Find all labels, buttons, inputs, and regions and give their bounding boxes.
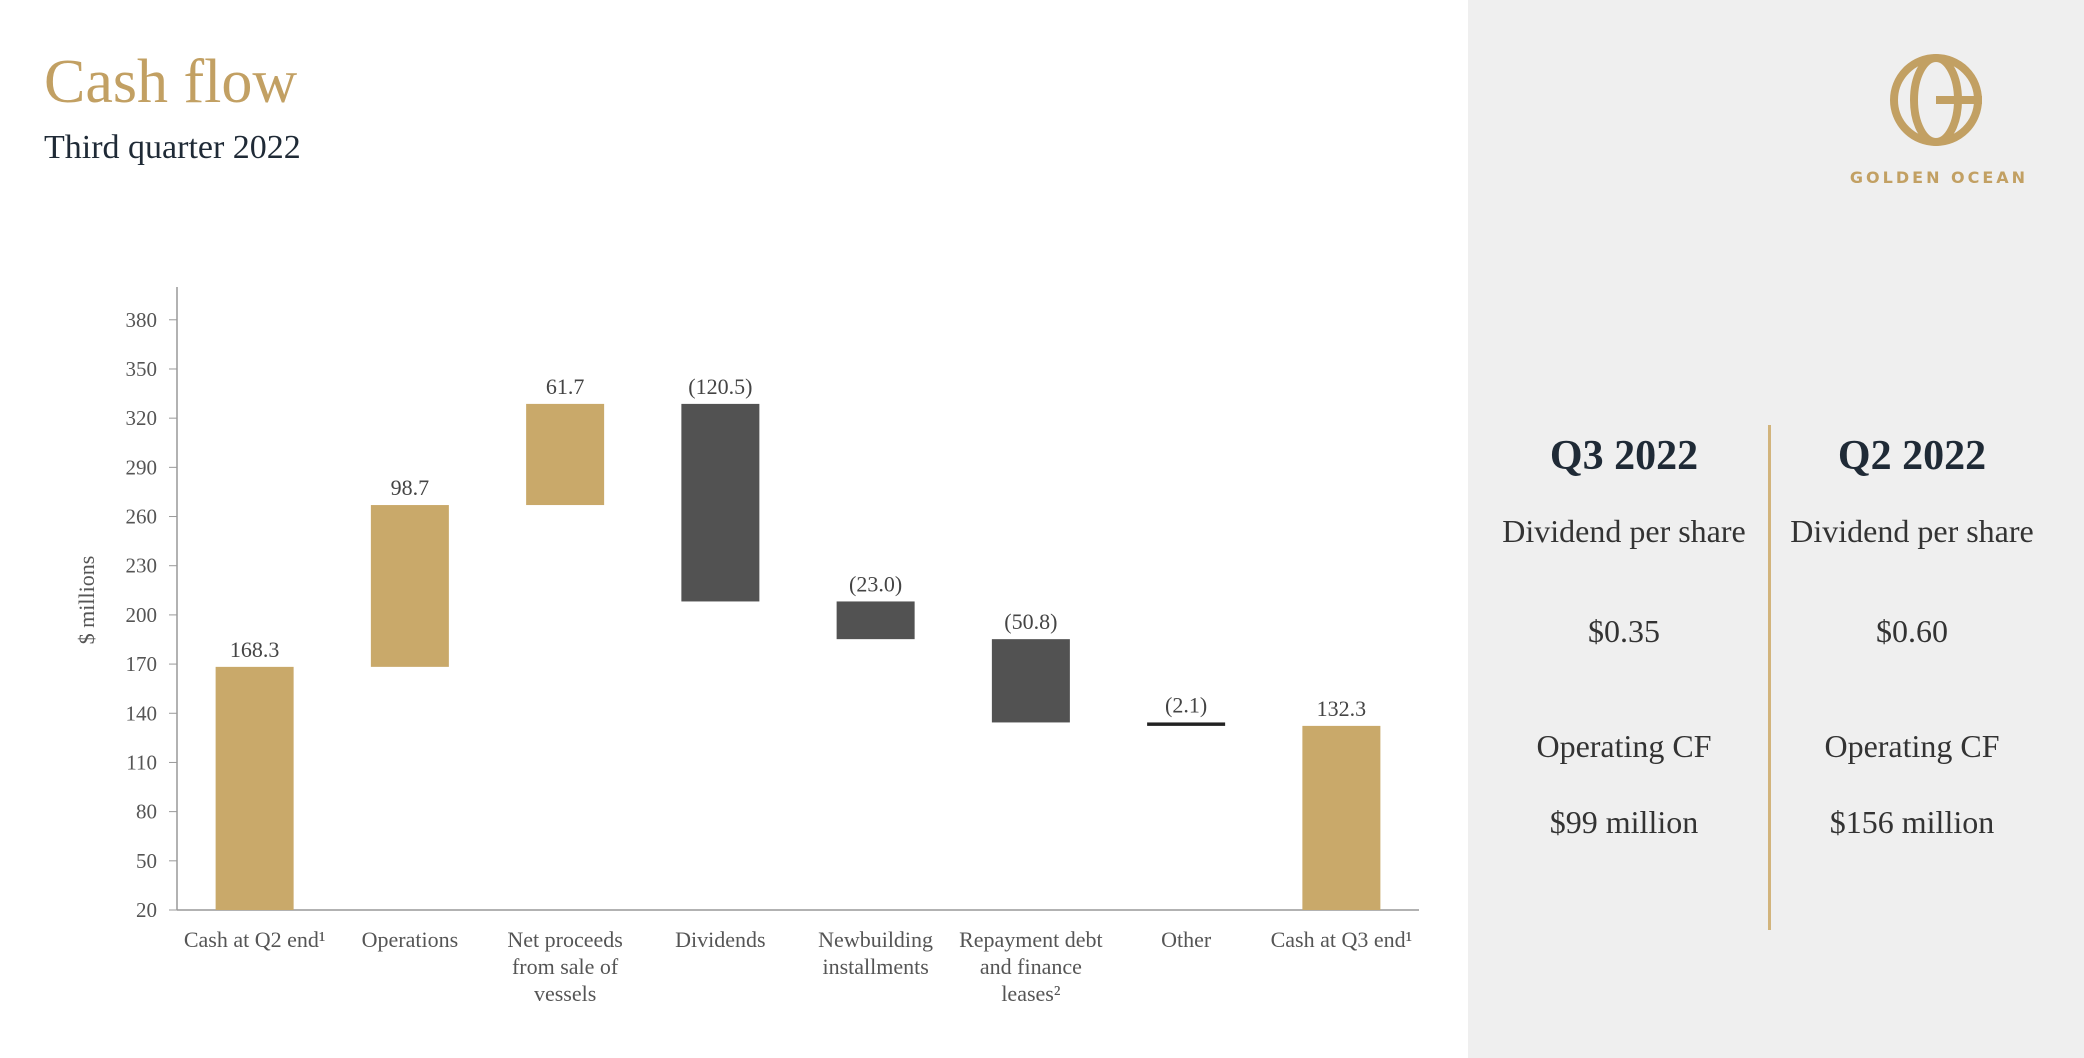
cf-label: Operating CF [1536,728,1712,764]
bar [1302,725,1381,910]
y-tick-label: 140 [126,701,158,725]
y-tick-label: 200 [126,603,158,627]
value-label: 132.3 [1317,696,1367,721]
label-line: Newbuilding [818,927,933,952]
value-label: (50.8) [1004,609,1057,634]
x-tick-label: Repayment debt and finance leases² [959,927,1103,1006]
x-tick-label: Operations [362,927,459,952]
value-label: 168.3 [230,637,280,662]
dividend-label: Dividend per share [1790,513,2034,549]
value-label: 98.7 [391,475,430,500]
chart: Cash flow Third quarter 2022 $ millions … [44,48,1419,1006]
label-line: Net proceeds [507,927,622,952]
label-line: installments [822,954,928,979]
bar [1147,722,1226,726]
y-tick-label: 80 [136,800,157,824]
y-axis-label: $ millions [74,556,99,645]
x-tick-label: Cash at Q2 end¹ [184,927,326,952]
x-tick-label: Dividends [675,927,765,952]
value-label: 61.7 [546,374,585,399]
y-tick-label: 50 [136,849,157,873]
panel-column: Q2 2022 Dividend per share $0.60 Operating … [1767,420,2057,918]
brand: GOLDEN OCEAN [1849,168,2029,187]
label-line: Other [1161,927,1212,952]
heading: Q2 2022 [1837,433,1987,479]
y-tick-label: 20 [136,898,157,922]
logo [1890,54,1982,146]
label-line: vessels [534,981,596,1006]
y-tick-label: 350 [126,357,158,381]
cf: $156 million [1829,804,1995,840]
label-line: from sale of [512,954,619,979]
x-tick-label: Net proceeds from sale of vessels [507,927,622,1006]
y-tick-label: 230 [126,554,158,578]
value-label: (23.0) [849,571,902,596]
dividend: $0.60 [1876,613,1948,649]
label-line: leases² [1001,981,1061,1006]
cf-label: Operating CF [1824,728,2000,764]
chart-subtitle: Third quarter 2022 [44,129,301,166]
label-line: Operations [362,927,459,952]
divider [1768,425,1771,930]
label-line: Repayment debt [959,927,1103,952]
x-tick-label: Cash at Q3 end¹ [1271,927,1413,952]
label-line: Cash at Q2 end¹ [184,927,326,952]
side-panel: Q3 2022 Dividend per share $0.35 Operating … [1468,0,2084,1058]
bar [681,403,760,602]
bar [991,639,1070,723]
chart-title: Cash flow [44,48,297,116]
y-tick-label: 260 [126,505,158,529]
value-label: (120.5) [688,374,752,399]
dividend: $0.35 [1588,613,1660,649]
bar [836,601,915,640]
dividend-label: Dividend per share [1502,513,1746,549]
bar [526,403,605,506]
panel-column: Q3 2022 Dividend per share $0.35 Operating … [1479,420,1769,918]
label-line: Cash at Q3 end¹ [1271,927,1413,952]
y-tick-label: 320 [126,406,158,430]
value-label: (2.1) [1165,692,1207,717]
heading: Q3 2022 [1549,433,1699,479]
bar [215,666,294,910]
cf: $99 million [1549,804,1699,840]
label-line: Dividends [675,927,765,952]
x-tick-label: Newbuilding installments [818,927,933,979]
bar [370,505,449,667]
y-tick-label: 170 [126,652,158,676]
label-line: and finance [980,954,1082,979]
y-tick-label: 380 [126,308,158,332]
x-tick-label: Other [1161,927,1212,952]
y-tick-label: 290 [126,455,158,479]
y-tick-label: 110 [126,750,157,774]
